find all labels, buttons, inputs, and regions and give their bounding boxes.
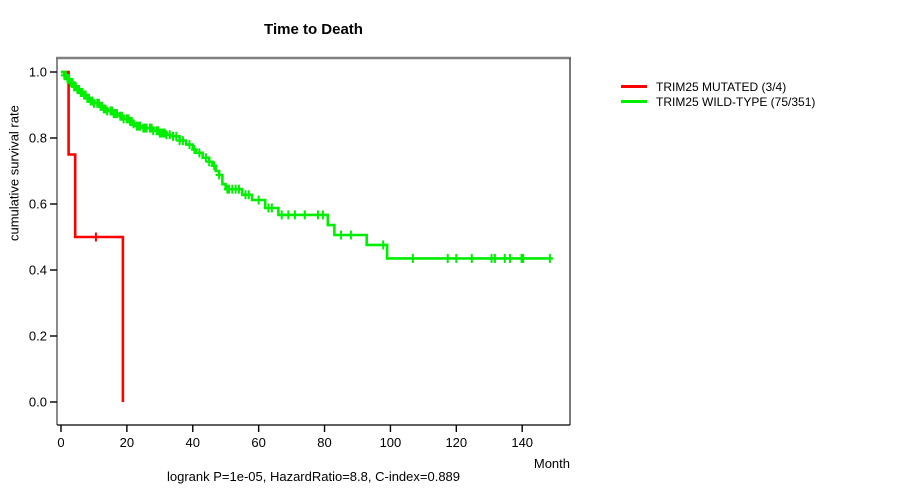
km-curve-trim25-wildtype [61,70,552,260]
x-tick-label: 40 [186,435,200,450]
legend-line-mutated-icon [621,85,647,88]
chart-title: Time to Death [264,21,363,38]
x-tick-label: 120 [445,435,467,450]
km-curve-trim25-mutated [61,70,125,402]
x-tick-label: 140 [511,435,533,450]
x-tick-label: 100 [380,435,402,450]
legend-line-wildtype-icon [621,100,647,103]
y-tick-label: 0.4 [29,263,47,278]
x-tick-label: 80 [317,435,331,450]
legend: TRIM25 MUTATED (3/4) TRIM25 WILD-TYPE (7… [621,79,815,109]
y-tick-label: 0.8 [29,131,47,146]
y-tick-label: 0.2 [29,329,47,344]
x-tick-label: 60 [251,435,265,450]
x-tick-label: 0 [57,435,64,450]
legend-item-mutated: TRIM25 MUTATED (3/4) [621,79,815,94]
y-tick-label: 0.0 [29,395,47,410]
y-tick-label: 0.6 [29,197,47,212]
legend-item-wildtype: TRIM25 WILD-TYPE (75/351) [621,94,815,109]
x-tick-label: 20 [120,435,134,450]
y-tick-label: 1.0 [29,65,47,80]
x-axis-label: Month [533,456,570,471]
legend-label-mutated: TRIM25 MUTATED (3/4) [656,79,787,94]
legend-label-wildtype: TRIM25 WILD-TYPE (75/351) [656,94,816,109]
stats-caption: logrank P=1e-05, HazardRatio=8.8, C-inde… [166,469,461,484]
